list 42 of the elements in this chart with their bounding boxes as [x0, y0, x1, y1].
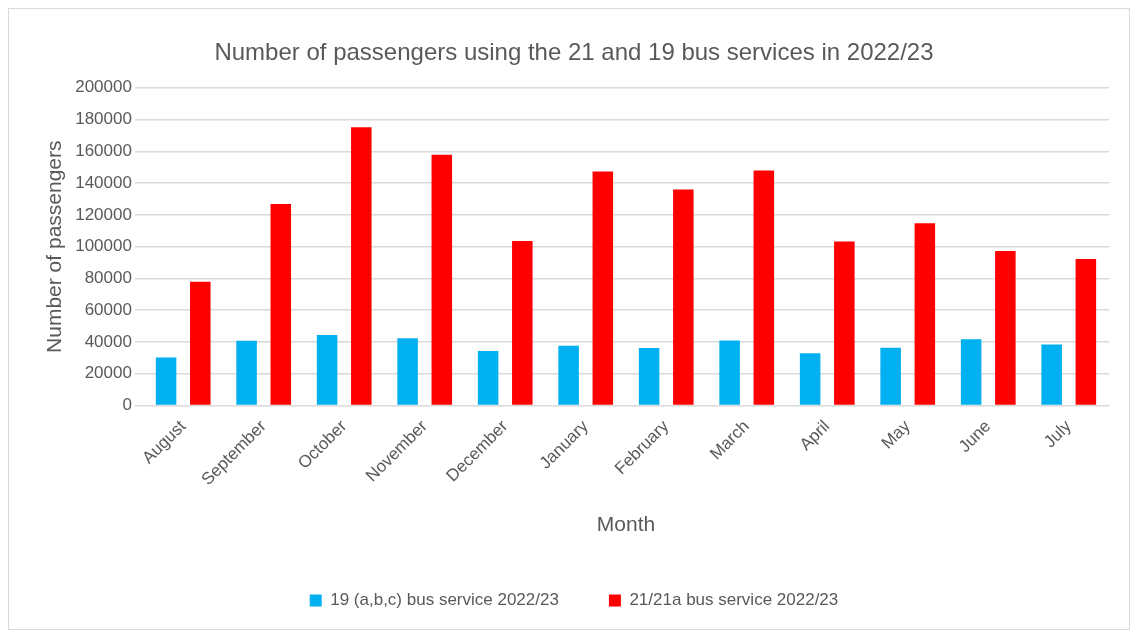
bar [592, 171, 614, 405]
bar [753, 170, 775, 405]
legend-label: 21/21a bus service 2022/23 [629, 590, 839, 610]
bar [155, 357, 177, 405]
bar [1041, 344, 1062, 405]
bar [799, 353, 821, 405]
bar [190, 281, 211, 405]
y-tick-label: 60000 [84, 299, 132, 319]
bar [477, 350, 499, 405]
y-tick-label: 200000 [75, 77, 132, 97]
y-tick-label: 20000 [84, 363, 132, 383]
bar [236, 340, 257, 405]
y-tick-label: 140000 [75, 172, 132, 192]
y-tick-label: 100000 [75, 236, 132, 256]
bar [270, 203, 292, 405]
bar [960, 339, 982, 405]
bar [431, 154, 453, 405]
y-tick-label: 0 [122, 395, 132, 415]
chart-title: Number of passengers using the 21 and 19 bus services in 2022/23 [214, 38, 934, 66]
bar [995, 250, 1016, 405]
y-axis-title: Number of passengers [42, 140, 66, 353]
bar [397, 338, 418, 405]
y-tick-label: 80000 [84, 268, 132, 288]
bar [512, 240, 533, 405]
bar [880, 347, 901, 405]
y-tick-label: 160000 [75, 141, 132, 161]
y-tick-label: 120000 [75, 204, 132, 224]
bar [316, 335, 338, 405]
x-tick-label: May [877, 416, 915, 453]
bar [673, 189, 694, 405]
bar [1075, 258, 1097, 405]
y-tick-label: 180000 [75, 109, 132, 129]
y-tick-label: 40000 [84, 331, 132, 351]
bar [719, 340, 740, 405]
bar [914, 223, 936, 405]
x-axis-title: Month [596, 512, 656, 536]
legend-label: 19 (a,b,c) bus service 2022/23 [330, 590, 559, 610]
bar [558, 345, 579, 405]
bar [638, 348, 660, 405]
bar [351, 127, 372, 405]
bar [834, 241, 855, 405]
x-tick-label: July [1040, 416, 1076, 452]
